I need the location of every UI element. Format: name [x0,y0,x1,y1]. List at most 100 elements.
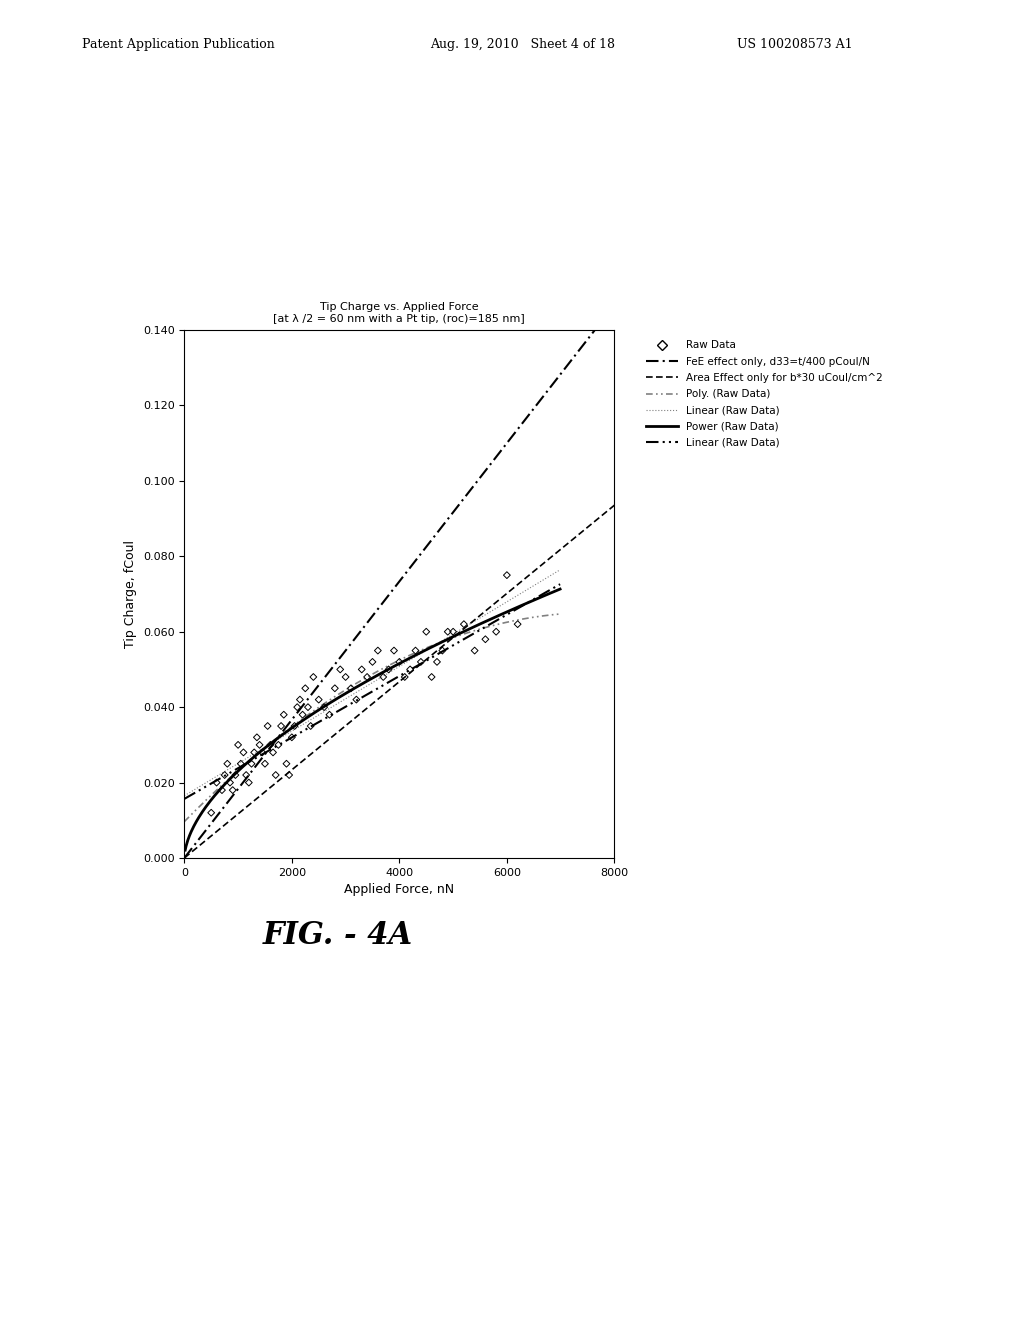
Raw Data [219,754,236,775]
Raw Data [259,715,275,737]
Raw Data [241,772,257,793]
Raw Data [396,667,413,688]
Power (Raw Data) [179,842,191,858]
Raw Data [284,727,300,748]
Area Effect only for b*30 uCoul/cm^2 [598,506,610,521]
Raw Data [370,640,386,661]
Text: Aug. 19, 2010   Sheet 4 of 18: Aug. 19, 2010 Sheet 4 of 18 [430,37,615,50]
Area Effect only for b*30 uCoul/cm^2 [608,498,621,513]
Raw Data [365,651,381,672]
Raw Data [300,697,316,718]
Line: Area Effect only for b*30 uCoul/cm^2: Area Effect only for b*30 uCoul/cm^2 [184,506,614,858]
Raw Data [310,689,327,710]
Power (Raw Data) [348,681,360,697]
Raw Data [229,734,246,755]
Line: Linear (Raw Data): Linear (Raw Data) [184,570,560,796]
Raw Data [302,715,318,737]
Raw Data [254,742,270,763]
Raw Data [262,734,279,755]
Raw Data [236,742,252,763]
Power (Raw Data) [523,594,536,610]
Area Effect only for b*30 uCoul/cm^2 [530,561,543,577]
Linear (Raw Data) 2 [554,577,566,593]
Raw Data [332,659,348,680]
Poly. (Raw Data) [304,705,316,721]
Raw Data [467,640,483,661]
Area Effect only for b*30 uCoul/cm^2 [382,682,394,698]
Raw Data [359,667,376,688]
Raw Data [327,677,343,698]
Raw Data [214,780,230,801]
Raw Data [477,628,494,649]
Raw Data [275,704,292,725]
Line: Poly. (Raw Data): Poly. (Raw Data) [184,614,560,821]
Raw Data [444,622,461,643]
FeE effect only, d33=t/400 pCoul/N [598,310,610,326]
Linear (Raw Data) [304,713,316,729]
Raw Data [429,651,445,672]
Linear (Raw Data) [413,647,425,663]
Legend: Raw Data, FeE effect only, d33=t/400 pCoul/N, Area Effect only for b*30 uCoul/cm: Raw Data, FeE effect only, d33=t/400 pCo… [641,335,888,453]
Raw Data [244,754,260,775]
Raw Data [322,704,338,725]
Poly. (Raw Data) [222,771,234,787]
Raw Data [338,667,354,688]
FeE effect only, d33=t/400 pCoul/N [530,397,543,413]
Raw Data [265,742,282,763]
Raw Data [272,715,289,737]
Linear (Raw Data) 2 [234,759,247,775]
FeE effect only, d33=t/400 pCoul/N [382,587,394,603]
Raw Data [222,772,239,793]
Poly. (Raw Data) [184,808,197,824]
Raw Data [375,667,391,688]
Linear (Raw Data) [191,780,204,796]
Raw Data [408,640,424,661]
Raw Data [413,651,429,672]
Raw Data [232,754,249,775]
Linear (Raw Data) [222,762,234,777]
Line: Power (Raw Data): Power (Raw Data) [185,589,560,850]
Poly. (Raw Data) [234,760,247,776]
Raw Data [348,689,365,710]
Raw Data [391,651,408,672]
Text: Patent Application Publication: Patent Application Publication [82,37,274,50]
Title: Tip Charge vs. Applied Force
[at λ /2 = 60 nm with a Pt tip, (roc)=185 nm]: Tip Charge vs. Applied Force [at λ /2 = … [273,302,525,323]
Raw Data [353,659,370,680]
Linear (Raw Data) 2 [178,791,190,807]
Raw Data [499,565,515,586]
Raw Data [279,754,295,775]
Raw Data [305,667,322,688]
Linear (Raw Data) 2 [304,719,316,735]
Raw Data [439,622,456,643]
Raw Data [270,734,287,755]
Raw Data [287,715,303,737]
X-axis label: Applied Force, nN: Applied Force, nN [344,883,455,896]
Raw Data [257,754,273,775]
Poly. (Raw Data) [554,606,566,622]
Raw Data [203,803,219,824]
Area Effect only for b*30 uCoul/cm^2 [411,659,423,675]
Poly. (Raw Data) [178,813,190,829]
FeE effect only, d33=t/400 pCoul/N [434,521,446,537]
Linear (Raw Data) 2 [184,788,197,804]
Raw Data [209,772,225,793]
Power (Raw Data) [392,656,404,672]
Linear (Raw Data) [554,562,566,578]
Raw Data [227,764,244,785]
Power (Raw Data) [258,741,270,756]
Raw Data [224,780,241,801]
Raw Data [456,614,472,635]
Poly. (Raw Data) [413,643,425,659]
Linear (Raw Data) [184,784,197,800]
Raw Data [216,764,232,785]
Raw Data [434,640,451,661]
Raw Data [252,734,268,755]
Raw Data [487,622,504,643]
Linear (Raw Data) 2 [413,657,425,673]
Linear (Raw Data) 2 [222,766,234,781]
Y-axis label: Tip Charge, fCoul: Tip Charge, fCoul [124,540,137,648]
Raw Data [381,659,397,680]
Raw Data [418,622,434,643]
Raw Data [295,704,311,725]
Raw Data [292,689,308,710]
